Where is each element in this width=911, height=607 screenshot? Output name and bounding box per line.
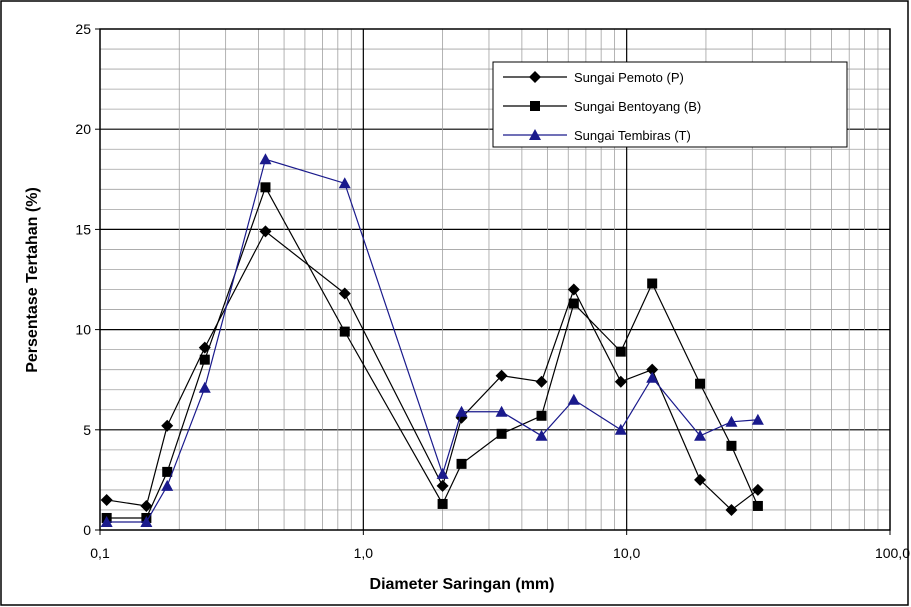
data-point: [100, 493, 113, 506]
data-point: [647, 278, 658, 289]
legend: Sungai Pemoto (P) Sungai Bentoyang (B) Sun…: [492, 61, 848, 148]
data-point: [646, 371, 659, 383]
x-axis-title: Diameter Saringan (mm): [370, 576, 555, 593]
data-point: [751, 413, 764, 425]
data-point: [615, 346, 626, 357]
series-line: [106, 185, 759, 519]
y-tick-label: 10: [75, 322, 91, 338]
series-line: [106, 158, 758, 523]
legend-label: Sungai Tembiras (T): [574, 128, 691, 143]
data-point: [456, 458, 467, 469]
data-point: [140, 499, 153, 512]
data-point: [695, 378, 706, 389]
legend-entry: Sungai Pemoto (P): [503, 70, 684, 85]
legend-entry: Sungai Bentoyang (B): [503, 99, 701, 114]
data-point: [161, 419, 174, 432]
x-tick-label: 100,0: [875, 545, 910, 561]
data-point: [495, 369, 508, 382]
data-point: [567, 283, 580, 296]
data-point: [140, 515, 153, 527]
series-layer: [100, 153, 764, 527]
data-point: [100, 515, 113, 527]
legend-marker: [529, 129, 541, 140]
x-tick-label: 10,0: [613, 545, 640, 561]
data-point: [614, 375, 627, 388]
data-point: [338, 287, 351, 300]
data-point: [455, 405, 468, 417]
data-point: [199, 354, 210, 365]
plot-area-border: [99, 28, 891, 531]
data-point: [259, 225, 272, 238]
y-tick-label: 0: [83, 522, 91, 538]
data-point: [338, 177, 351, 189]
data-point: [198, 381, 211, 393]
data-point: [437, 498, 448, 509]
data-point: [436, 479, 449, 492]
y-tick-label: 15: [75, 221, 91, 237]
legend-label: Sungai Pemoto (P): [574, 70, 684, 85]
y-tick-label: 25: [75, 21, 91, 37]
data-point: [260, 182, 271, 193]
data-point: [694, 473, 707, 486]
data-point: [496, 428, 507, 439]
data-point: [725, 415, 738, 427]
x-axis-ticks: 0,1 1,0 10,0 100,0: [90, 530, 910, 561]
series-line: [106, 230, 759, 511]
legend-label: Sungai Bentoyang (B): [574, 99, 701, 114]
data-point: [567, 393, 580, 405]
data-point: [161, 479, 174, 491]
data-point: [536, 410, 547, 421]
data-point: [614, 423, 627, 435]
x-tick-label: 1,0: [354, 545, 374, 561]
y-axis-title: Persentase Tertahan (%): [24, 187, 41, 373]
legend-entry: Sungai Tembiras (T): [503, 128, 691, 143]
legend-marker: [530, 101, 540, 111]
series-3: [100, 153, 764, 527]
data-point: [259, 153, 272, 165]
data-point: [339, 326, 350, 337]
x-tick-label: 0,1: [90, 545, 110, 561]
data-point: [694, 429, 707, 441]
legend-marker: [529, 71, 541, 83]
data-point: [725, 503, 738, 516]
data-point: [568, 298, 579, 309]
data-point: [726, 440, 737, 451]
series-1: [100, 225, 764, 516]
data-point: [646, 363, 659, 376]
data-point: [495, 405, 508, 417]
y-axis-ticks: 0 5 10 15 20 25: [75, 21, 100, 538]
y-tick-label: 20: [75, 121, 91, 137]
data-point: [751, 483, 764, 496]
data-point: [535, 429, 548, 441]
data-point: [436, 467, 449, 479]
legend-box: [492, 61, 848, 148]
data-point: [162, 466, 173, 477]
data-point: [752, 500, 763, 511]
y-tick-label: 5: [83, 422, 91, 438]
data-point: [535, 375, 548, 388]
